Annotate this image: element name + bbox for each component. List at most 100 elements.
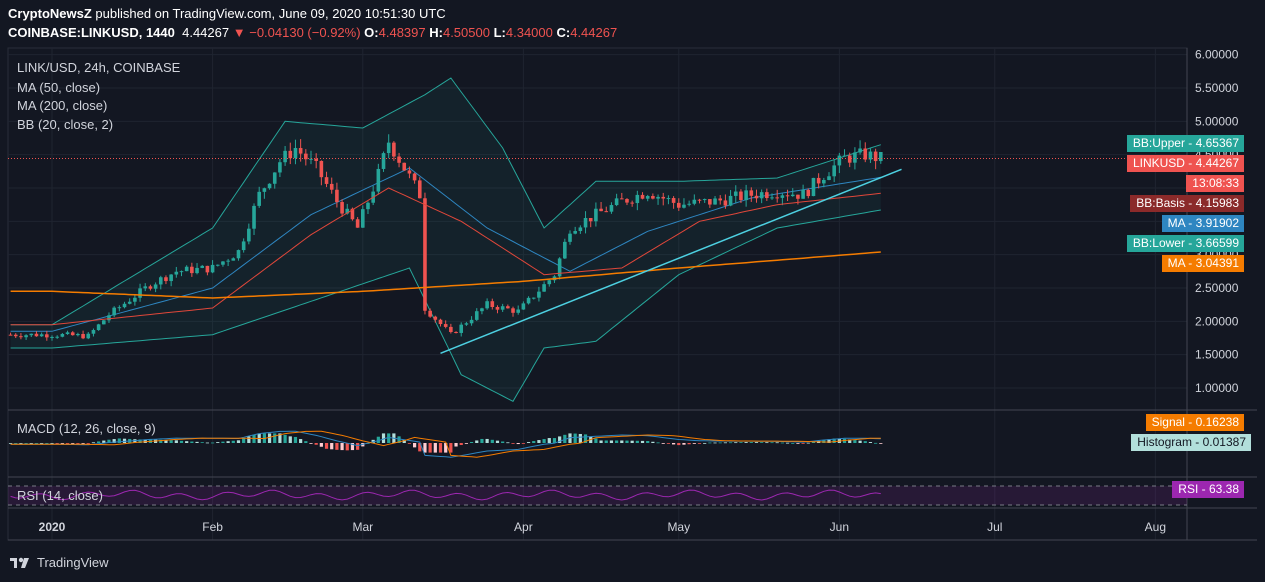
candle-body [661,196,666,199]
macd-histogram-bar [459,443,463,446]
candle-body [708,199,712,205]
macd-histogram-bar [749,442,753,443]
macd-histogram-bar [413,443,417,448]
macd-histogram-bar [526,442,531,443]
macd-histogram-bar [247,436,251,443]
macd-histogram-bar [195,441,199,443]
macd-histogram-bar [397,436,401,443]
ohlc-line: COINBASE:LINKUSD, 1440 4.44267 ▼ −0.0413… [8,25,617,40]
candle-body [847,155,852,163]
macd-histogram-bar [677,443,681,446]
candle-body [609,205,614,212]
candle-body [81,333,85,339]
candle-body [827,176,831,180]
candle-body [822,179,826,184]
candle-body [531,297,536,299]
candle-body [718,198,723,201]
macd-histogram-bar [532,441,536,443]
time-tick-label: Aug [1145,520,1166,534]
candle-body [381,153,386,169]
badge-bb-upper: BB:Upper - 4.65367 [1126,135,1244,152]
macd-histogram-bar [133,439,137,443]
candle-body [645,196,650,199]
ma200-legend[interactable]: MA (200, close) [17,98,108,113]
macd-histogram-bar [703,442,707,444]
trend-line [440,168,902,355]
macd-legend[interactable]: MACD (12, 26, close, 9) [17,421,156,436]
down-arrow-icon: ▼ [232,25,246,40]
candle-body [91,330,96,334]
candle-body [252,205,256,229]
candle-body [459,324,464,333]
publish-info: CryptoNewsZ published on TradingView.com… [8,6,446,21]
macd-histogram-bar [796,443,800,444]
macd-histogram-bar [656,442,660,444]
macd-histogram-bar [811,441,816,443]
bb-legend[interactable]: BB (20, close, 2) [17,117,114,132]
macd-histogram-bar [765,442,769,444]
macd-histogram-bar [117,438,121,443]
candle-body [806,189,811,197]
macd-histogram-bar [71,443,75,444]
candle-body [625,199,629,203]
candle-body [728,195,733,206]
macd-histogram-bar [785,442,790,444]
candle-body [428,310,432,317]
candle-body [423,198,427,311]
macd-histogram-bar [273,433,277,443]
candle-body [407,170,412,174]
candle-body [873,151,878,162]
high-value: 4.50500 [442,25,490,40]
macd-histogram-bar [24,443,28,444]
macd-histogram-bar [221,441,225,443]
macd-histogram-bar [578,433,582,443]
badge-ma: MA - 3.04391 [1161,255,1244,272]
macd-histogram-bar [236,440,241,443]
candle-body [60,334,65,337]
bb-fill [10,78,881,402]
candle-body [76,333,80,336]
candle-body [739,191,743,201]
macd-histogram-bar [216,442,220,443]
rsi-pane [8,485,1187,506]
macd-histogram-bar [205,442,209,444]
candle-body [231,258,236,261]
signal-line [10,430,881,458]
macd-histogram-bar [490,439,494,443]
candle-body [335,189,339,203]
macd-histogram-bar [630,440,634,443]
macd-pane [8,430,883,458]
tradingview-logo[interactable]: TradingView [9,554,109,570]
macd-histogram-bar [516,443,520,445]
price-tick-label: 1.00000 [1195,381,1239,395]
candle-body [174,271,179,275]
macd-histogram-bar [713,442,717,444]
time-tick-label: Jun [830,520,849,534]
macd-histogram-bar [708,442,712,444]
badge-ma: MA - 3.91902 [1161,215,1244,232]
macd-histogram-bar [159,439,163,443]
open-label: O: [364,25,379,40]
time-tick-label: Apr [514,520,533,534]
publisher-name: CryptoNewsZ [8,6,92,21]
candle-body [138,288,142,298]
macd-histogram-bar [283,434,287,443]
candle-body [754,195,759,199]
macd-histogram-bar [86,443,90,444]
candle-body [594,208,598,222]
candle-body [801,189,805,199]
candle-body [588,217,593,222]
candle-body [516,309,520,313]
macd-histogram-bar [469,441,474,443]
ma50-legend[interactable]: MA (50, close) [17,80,101,95]
low-value: 4.34000 [505,25,553,40]
time-tick-label: Mar [352,520,373,534]
candle-body [495,307,500,310]
candle-body [345,208,350,214]
candle-body [102,320,106,325]
time-tick-label: 2020 [39,520,66,534]
symbol-legend[interactable]: LINK/USD, 24h, COINBASE [17,60,181,75]
macd-histogram-bar [169,440,173,443]
rsi-legend[interactable]: RSI (14, close) [17,488,103,503]
